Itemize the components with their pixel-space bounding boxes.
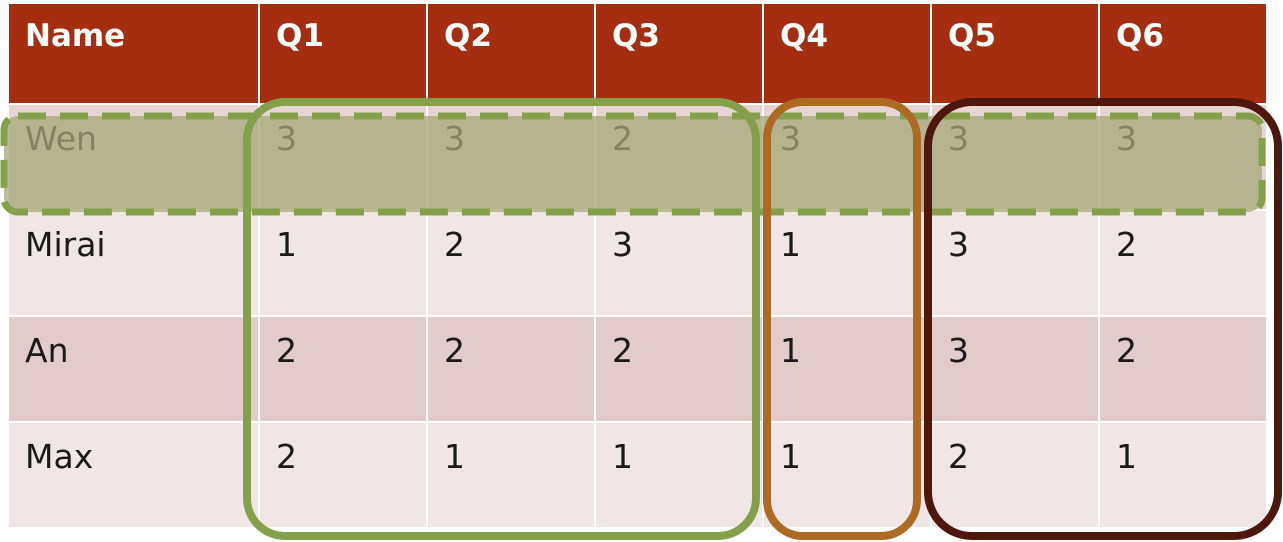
score-cell: 3 — [596, 211, 762, 315]
header-q6: Q6 — [1100, 4, 1266, 103]
header-q2: Q2 — [428, 4, 594, 103]
score-cell: 2 — [1100, 211, 1266, 315]
header-q1: Q1 — [260, 4, 426, 103]
score-cell: 1 — [764, 423, 930, 527]
score-table: Name Q1 Q2 Q3 Q4 Q5 Q6 Wen 3 3 2 3 3 3 M… — [9, 4, 1266, 527]
header-q5: Q5 — [932, 4, 1098, 103]
score-cell: 2 — [428, 317, 594, 421]
header-name: Name — [9, 4, 258, 103]
row-name-cell: Max — [9, 423, 258, 527]
score-cell: 2 — [260, 317, 426, 421]
score-cell: 1 — [428, 423, 594, 527]
score-cell: 1 — [1100, 423, 1266, 527]
score-cell: 3 — [932, 317, 1098, 421]
score-cell: 3 — [1100, 105, 1266, 209]
score-cell: 3 — [764, 105, 930, 209]
score-cell: 2 — [596, 317, 762, 421]
row-name-cell: Wen — [9, 105, 258, 209]
row-name-cell: An — [9, 317, 258, 421]
row-name-cell: Mirai — [9, 211, 258, 315]
score-cell: 1 — [764, 317, 930, 421]
header-q4: Q4 — [764, 4, 930, 103]
score-cell: 3 — [932, 211, 1098, 315]
score-cell: 3 — [932, 105, 1098, 209]
score-cell: 3 — [428, 105, 594, 209]
score-cell: 2 — [260, 423, 426, 527]
score-cell: 2 — [1100, 317, 1266, 421]
score-cell: 1 — [596, 423, 762, 527]
header-q3: Q3 — [596, 4, 762, 103]
score-cell: 2 — [428, 211, 594, 315]
score-cell: 1 — [764, 211, 930, 315]
score-cell: 3 — [260, 105, 426, 209]
score-cell: 2 — [932, 423, 1098, 527]
score-cell: 2 — [596, 105, 762, 209]
score-cell: 1 — [260, 211, 426, 315]
